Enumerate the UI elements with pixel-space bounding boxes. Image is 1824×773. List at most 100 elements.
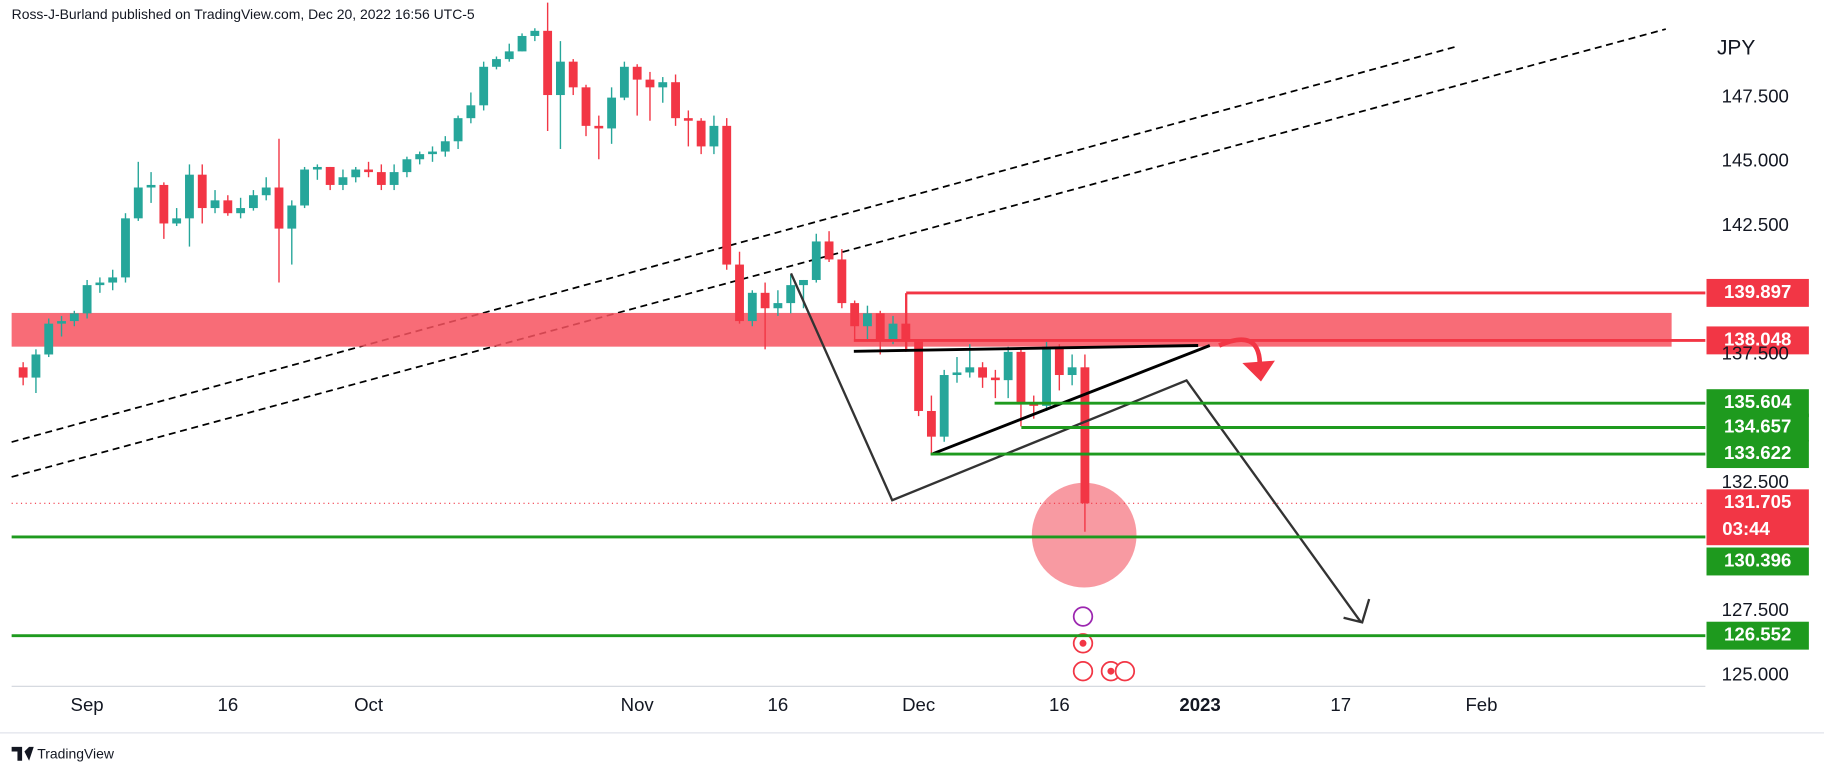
candle-body (683, 118, 693, 121)
candle-body (543, 30, 553, 96)
x-tick-label: Oct (354, 694, 384, 715)
x-tick-label: 16 (217, 694, 238, 715)
candle-body (888, 323, 898, 340)
candle-body (108, 277, 118, 283)
level-label: 126.552 (1724, 624, 1791, 645)
candle-body (619, 66, 629, 98)
candle-body (338, 177, 348, 185)
countdown-label: 03:44 (1722, 518, 1770, 539)
brand-logo (11, 746, 34, 761)
candle-body (594, 125, 604, 129)
candle-body (440, 141, 450, 152)
candle-body (351, 169, 361, 178)
candle-body (287, 205, 297, 229)
x-tick-label: 2023 (1179, 694, 1220, 715)
candle-body (261, 187, 271, 196)
candle-body (645, 79, 655, 88)
candle-body (210, 200, 220, 209)
candle-body (978, 367, 987, 378)
x-tick-label: 16 (768, 694, 789, 715)
brand-name: TradingView (37, 746, 115, 762)
candle-body (133, 187, 143, 219)
candle-body (415, 154, 425, 160)
level-label: 133.622 (1724, 442, 1791, 463)
triangle-bottom (932, 344, 1211, 456)
y-tick-label: 132.500 (1722, 471, 1789, 492)
candle-body (402, 159, 412, 173)
candle-body (1067, 367, 1077, 376)
candle-body (607, 97, 617, 129)
candle-body (18, 367, 28, 378)
candle-body (172, 218, 182, 224)
event-icon-dot (1079, 639, 1087, 647)
dashed-trendline (11, 28, 1667, 478)
last-price-label: 131.705 (1724, 491, 1791, 512)
projection-arrow (789, 272, 1362, 624)
candle-body (376, 172, 386, 185)
candle-body (69, 313, 79, 322)
level-label-box (1706, 621, 1809, 650)
candle-body (274, 187, 284, 229)
candle-body (556, 61, 565, 96)
attribution: Ross-J-Burland published on TradingView.… (12, 6, 475, 22)
level-label-box (1706, 413, 1809, 442)
candle-body (632, 66, 642, 80)
candle-body (990, 377, 1000, 381)
candle-body (479, 66, 489, 106)
candle-body (492, 59, 501, 67)
candle-body (926, 410, 936, 437)
level-label-box (1706, 547, 1809, 576)
candle-body (696, 120, 706, 147)
candle-body (312, 166, 322, 170)
x-tick-label: 16 (1049, 694, 1070, 715)
event-icon (1072, 661, 1094, 682)
candle-body (939, 375, 949, 437)
dashed-trendline (11, 45, 1457, 443)
candle-body (965, 367, 975, 373)
candle-body (1080, 367, 1090, 504)
candle-body (773, 303, 783, 309)
candle-body (236, 208, 246, 214)
candle-body (875, 313, 885, 340)
level-label: 130.396 (1724, 549, 1791, 570)
level-label-box (1706, 389, 1809, 418)
candle-body (1042, 346, 1051, 406)
candle-body (658, 82, 668, 88)
candle-body (57, 321, 66, 324)
x-tick-label: Feb (1465, 694, 1497, 715)
candle-body (837, 259, 847, 304)
candle-body (82, 285, 92, 314)
y-tick-label: 145.000 (1722, 150, 1789, 171)
candle-body (325, 166, 335, 185)
candle-body (389, 172, 399, 185)
candle-body (159, 184, 169, 224)
y-tick-label: 147.500 (1722, 86, 1789, 107)
candle-body (248, 195, 258, 209)
x-tick-label: 17 (1330, 694, 1351, 715)
highlight-circle (1031, 482, 1137, 588)
candle-body (185, 174, 194, 219)
candle-body (568, 61, 578, 88)
event-icon (1114, 661, 1136, 682)
candle-body (914, 341, 924, 411)
candle-body (799, 279, 808, 286)
candle-body (1003, 351, 1013, 381)
candle-body (811, 241, 821, 280)
level-label: 139.897 (1724, 281, 1791, 302)
candle-body (428, 151, 437, 155)
candle-body (121, 218, 130, 278)
x-tick-label: Nov (621, 694, 655, 715)
candle-body (1016, 351, 1026, 404)
candle-body (95, 282, 105, 286)
candle-body (850, 303, 860, 327)
candle-body (364, 169, 373, 173)
candle-body (146, 184, 156, 188)
candle-body (31, 354, 41, 378)
y-tick-label: 125.000 (1722, 663, 1789, 684)
overlay (789, 272, 1371, 682)
level-label-box (1706, 278, 1809, 307)
red-arrow-head (1242, 360, 1275, 382)
arrow-head (1343, 598, 1371, 624)
x-tick-label: Sep (71, 694, 104, 715)
candle-body (581, 87, 591, 126)
